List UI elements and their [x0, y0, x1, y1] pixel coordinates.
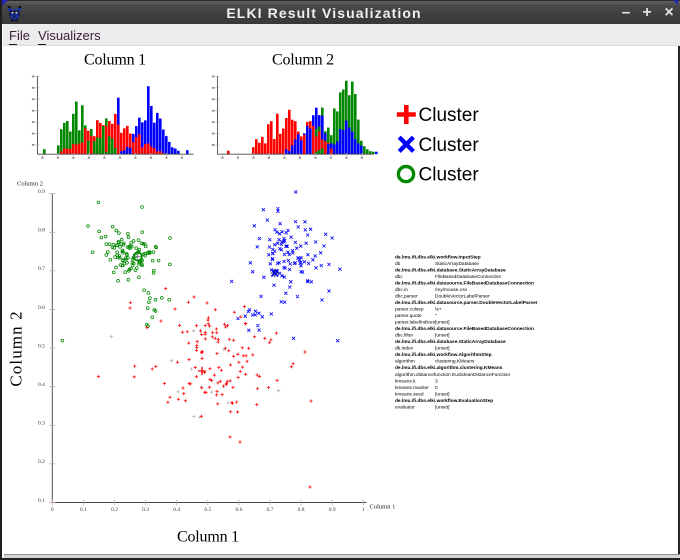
svg-text:0.4: 0.4 [38, 382, 45, 388]
svg-text:StaticArrayDatabase: StaticArrayDatabase [435, 261, 479, 267]
svg-text:0.7: 0.7 [267, 507, 274, 513]
svg-text:0.6: 0.6 [235, 507, 242, 513]
svg-text:de.lmu.ifi.dbs.elki.workflow.E: de.lmu.ifi.dbs.elki.workflow.EvaluationS… [395, 398, 493, 404]
svg-text:0: 0 [435, 385, 438, 391]
svg-text:0.5: 0.5 [204, 507, 211, 513]
svg-text:Cluster: Cluster [419, 105, 480, 126]
svg-text:0.8: 0.8 [38, 228, 45, 234]
svg-text:0.1: 0.1 [80, 507, 87, 513]
svg-text:0: 0 [51, 507, 54, 513]
svg-text:": " [435, 313, 437, 319]
svg-text:EuclideanDistanceFunction: EuclideanDistanceFunction [452, 372, 510, 378]
svg-text:algorithm.distancefunction: algorithm.distancefunction [395, 372, 451, 378]
svg-text:dbc.in: dbc.in [395, 287, 408, 293]
svg-text:[unset]: [unset] [435, 333, 449, 339]
svg-text:FileBasedDatabaseConnection: FileBasedDatabaseConnection [435, 274, 501, 280]
svg-text:0.9: 0.9 [329, 507, 336, 513]
svg-text:Column 2: Column 2 [17, 181, 43, 188]
svg-text:Cluster: Cluster [419, 165, 480, 186]
svg-text:0.3: 0.3 [142, 507, 149, 513]
svg-text:db.index: db.index [395, 346, 414, 352]
svg-text:1: 1 [362, 507, 365, 513]
svg-text:0.8: 0.8 [298, 507, 305, 513]
svg-text:de.lmu.ifi.dbs.elki.workflow.I: de.lmu.ifi.dbs.elki.workflow.InputStep [395, 254, 481, 260]
svg-text:[unset]: [unset] [435, 404, 449, 410]
svg-text:3: 3 [435, 378, 438, 384]
svg-text:[unset]: [unset] [435, 391, 449, 397]
svg-text:parser.colsep: parser.colsep [395, 307, 424, 313]
svg-text:/my/mouse.csv: /my/mouse.csv [435, 287, 468, 293]
svg-text:[unset]: [unset] [435, 320, 449, 326]
svg-text:de.lmu.ifi.dbs.elki.database.S: de.lmu.ifi.dbs.elki.database.StaticArray… [395, 339, 506, 345]
svg-text:de.lmu.ifi.dbs.elki.workflow.A: de.lmu.ifi.dbs.elki.workflow.AlgorithmSt… [395, 352, 492, 358]
svg-text:Column 1: Column 1 [84, 52, 146, 69]
svg-text:kmeans.maxiter: kmeans.maxiter [395, 385, 429, 391]
svg-text:0.5: 0.5 [38, 343, 45, 349]
svg-text:0.2: 0.2 [111, 507, 118, 513]
svg-text:parser.labelIndices: parser.labelIndices [395, 320, 436, 326]
svg-text:parser.quote: parser.quote [395, 313, 422, 319]
svg-text:0.9: 0.9 [38, 189, 45, 195]
svg-text:dbc.filter: dbc.filter [395, 333, 414, 339]
svg-text:[unset]: [unset] [435, 346, 449, 352]
svg-text:evaluator: evaluator [395, 404, 415, 410]
svg-text:kmeans.seed: kmeans.seed [395, 391, 424, 397]
svg-text:0.6: 0.6 [38, 305, 45, 311]
svg-text:kmeans.k: kmeans.k [395, 378, 416, 384]
svg-text:dbc: dbc [395, 274, 403, 280]
svg-text:db: db [395, 261, 401, 267]
svg-text:Column 2: Column 2 [7, 310, 26, 386]
svg-text:Column 2: Column 2 [272, 52, 334, 69]
svg-text:Cluster: Cluster [419, 135, 480, 156]
svg-text:dbc.parser: dbc.parser [395, 294, 418, 300]
svg-text:de.lmu.ifi.dbs.elki.database.S: de.lmu.ifi.dbs.elki.database.StaticArray… [395, 267, 506, 273]
svg-text:0.3: 0.3 [38, 421, 45, 427]
svg-text:de.lmu.ifi.dbs.elki.datasource: de.lmu.ifi.dbs.elki.datasource.FileBased… [395, 281, 534, 287]
svg-text:de.lmu.ifi.dbs.elki.datasource: de.lmu.ifi.dbs.elki.datasource.parser.Do… [395, 300, 538, 306]
svg-text:clustering.KMeans: clustering.KMeans [435, 359, 475, 365]
svg-text:algorithm: algorithm [395, 359, 415, 365]
svg-text:Column 1: Column 1 [370, 504, 396, 511]
svg-text:\s+: \s+ [435, 307, 442, 313]
svg-text:DoubleVectorLabelParser: DoubleVectorLabelParser [435, 294, 490, 300]
svg-text:0.4: 0.4 [173, 507, 180, 513]
svg-text:0.1: 0.1 [38, 498, 45, 504]
svg-text:0.2: 0.2 [38, 459, 45, 465]
svg-text:Column 1: Column 1 [177, 529, 239, 546]
svg-text:de.lmu.ifi.dbs.elki.datasource: de.lmu.ifi.dbs.elki.datasource.FileBased… [395, 326, 534, 332]
svg-text:de.lmu.ifi.dbs.elki.algorithm.: de.lmu.ifi.dbs.elki.algorithm.clustering… [395, 365, 503, 371]
svg-text:0.7: 0.7 [38, 266, 45, 272]
